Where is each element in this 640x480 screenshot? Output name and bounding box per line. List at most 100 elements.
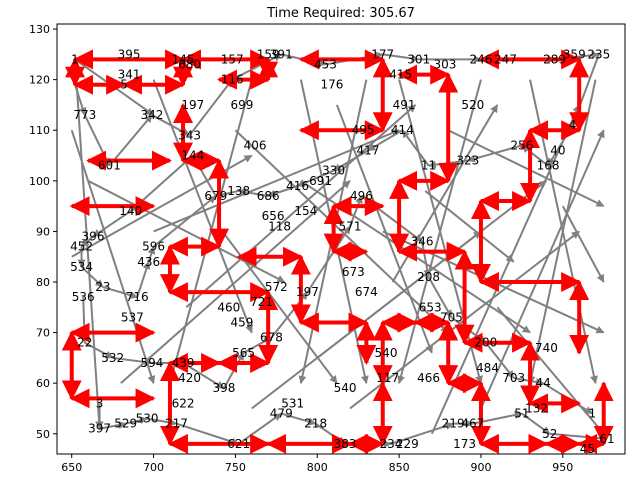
node-label: 346 xyxy=(411,235,434,249)
node-label: 218 xyxy=(304,417,327,431)
node-label: 540 xyxy=(375,346,398,360)
y-tick-label: 120 xyxy=(29,74,50,87)
node-label: 621 xyxy=(227,437,250,451)
node-label: 479 xyxy=(270,407,293,421)
y-tick-label: 110 xyxy=(29,124,50,137)
node-label: 197 xyxy=(296,285,319,299)
node-label: 173 xyxy=(453,437,476,451)
node-label: 414 xyxy=(391,123,414,137)
node-label: 234 xyxy=(379,437,402,451)
node-label: 466 xyxy=(417,371,440,385)
graph-edge xyxy=(99,421,127,430)
node-label: 1 xyxy=(71,52,79,66)
node-label: 217 xyxy=(165,417,188,431)
node-label: 680 xyxy=(178,57,201,71)
node-label: 484 xyxy=(476,361,499,375)
y-tick-label: 130 xyxy=(29,23,50,36)
node-label: 740 xyxy=(535,341,558,355)
node-label: 534 xyxy=(70,260,93,274)
node-label: 341 xyxy=(118,68,141,82)
node-label: 140 xyxy=(119,204,142,218)
node-label: 773 xyxy=(73,108,96,122)
node-label: 132 xyxy=(525,401,548,415)
node-label: 572 xyxy=(265,280,288,294)
node-label: 23 xyxy=(95,280,110,294)
graph-edge xyxy=(280,412,317,426)
node-label: 3 xyxy=(96,396,104,410)
y-tick-label: 80 xyxy=(36,276,50,289)
node-label: 537 xyxy=(121,310,144,324)
route-layer xyxy=(61,49,614,454)
node-label: 721 xyxy=(250,295,273,309)
node-label: 396 xyxy=(82,229,105,243)
graph-edge xyxy=(496,306,605,435)
node-label: 520 xyxy=(461,98,484,112)
node-label: 530 xyxy=(136,412,159,426)
graph-edge xyxy=(390,422,454,445)
node-label: 653 xyxy=(419,300,442,314)
graph-edge xyxy=(571,54,600,126)
y-tick-label: 90 xyxy=(36,225,50,238)
y-tick-label: 70 xyxy=(36,327,50,340)
node-label: 491 xyxy=(393,98,416,112)
node-label: 656 xyxy=(262,209,285,223)
node-label: 565 xyxy=(232,346,255,360)
graph-edge xyxy=(561,205,605,283)
x-tick-label: 700 xyxy=(143,461,164,474)
node-label: 678 xyxy=(260,331,283,345)
node-label: 531 xyxy=(281,396,304,410)
node-label: 686 xyxy=(257,189,280,203)
graph-edge xyxy=(397,79,482,384)
node-label: 303 xyxy=(433,57,456,71)
node-label: 247 xyxy=(494,52,517,66)
node-label: 51 xyxy=(514,407,529,421)
node-label: 417 xyxy=(357,143,380,157)
node-label: 359 xyxy=(563,47,586,61)
graph-edge xyxy=(427,276,453,319)
graph-edge xyxy=(521,412,551,435)
graph-edge xyxy=(332,149,369,172)
node-label: 208 xyxy=(417,270,440,284)
node-label: 168 xyxy=(537,159,560,173)
graph-edge xyxy=(80,266,104,288)
x-tick-label: 900 xyxy=(470,461,491,474)
x-tick-label: 850 xyxy=(389,461,410,474)
node-label: 159 xyxy=(257,47,280,61)
node-label: 416 xyxy=(286,179,309,193)
graph-edge xyxy=(102,286,138,299)
node-label: 40 xyxy=(550,143,565,157)
graph-edge xyxy=(237,188,269,197)
x-tick-label: 800 xyxy=(307,461,328,474)
node-label: 679 xyxy=(204,189,227,203)
x-axis: 650 700 750 800 850 900 950 xyxy=(61,454,573,474)
y-tick-label: 50 xyxy=(36,428,50,441)
node-label: 229 xyxy=(396,437,419,451)
graph-edge xyxy=(120,180,351,384)
node-label: 177 xyxy=(371,47,394,61)
node-label: 496 xyxy=(350,189,373,203)
y-axis: 50 60 70 80 90 100 110 120 130 xyxy=(29,23,57,441)
node-label: 397 xyxy=(88,422,111,436)
node-label: 176 xyxy=(321,78,344,92)
node-label: 256 xyxy=(510,138,533,152)
y-tick-label: 60 xyxy=(36,377,50,390)
node-label: 699 xyxy=(231,98,254,112)
node-label: 323 xyxy=(456,154,479,168)
node-label: 716 xyxy=(126,290,149,304)
node-label: 529 xyxy=(114,417,137,431)
node-label: 235 xyxy=(587,47,610,61)
node-label: 391 xyxy=(270,47,293,61)
node-label: 453 xyxy=(314,57,337,71)
graph-edge xyxy=(147,245,156,263)
node-label: 596 xyxy=(142,240,165,254)
node-label: 197 xyxy=(181,98,204,112)
node-label: 22 xyxy=(77,336,92,350)
node-label: 52 xyxy=(542,427,557,441)
node-label: 330 xyxy=(322,164,345,178)
node-label: 219 xyxy=(442,417,465,431)
node-label: 246 xyxy=(470,52,493,66)
graph-edge xyxy=(152,195,217,248)
node-label: 383 xyxy=(334,437,357,451)
